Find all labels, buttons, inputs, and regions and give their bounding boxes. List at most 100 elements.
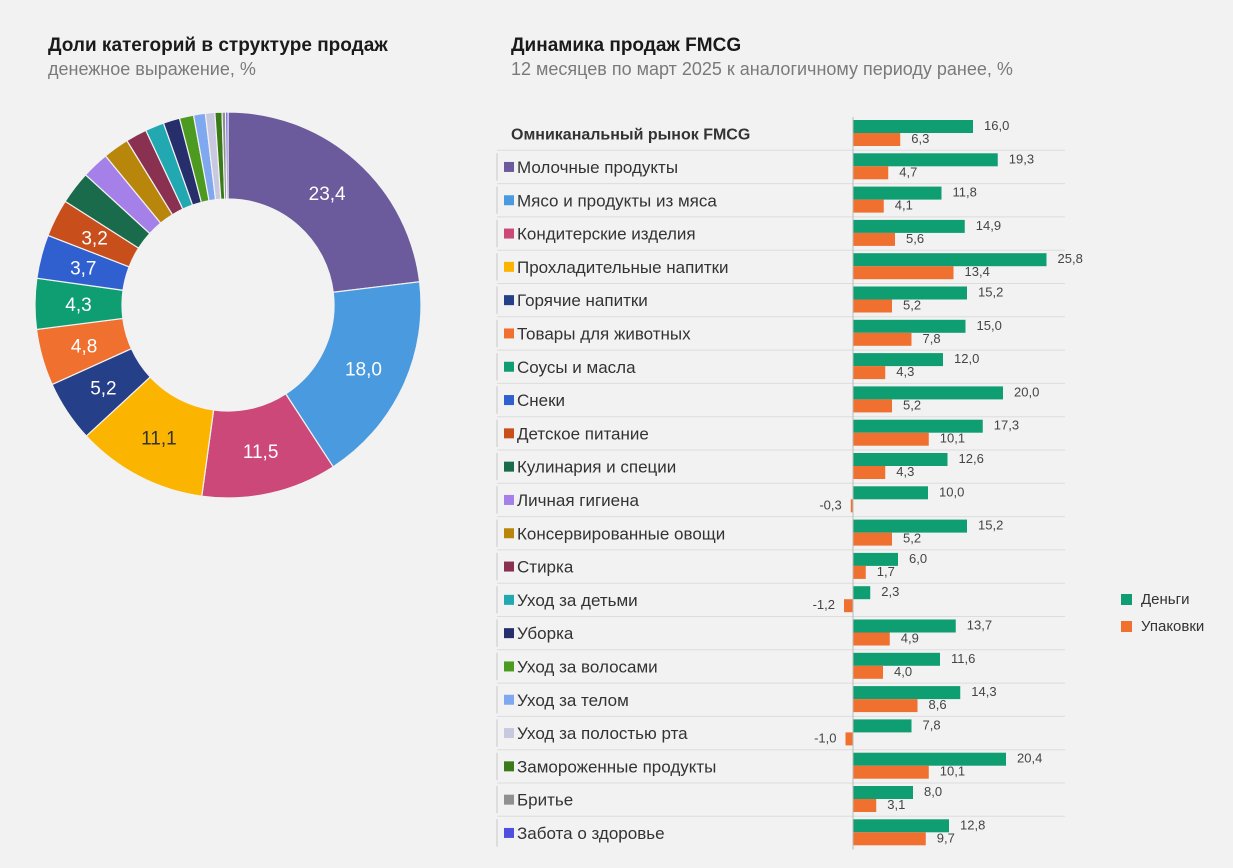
bar-label-packs: -1,2 [813, 597, 835, 612]
category-swatch [504, 395, 514, 406]
category-swatch [504, 428, 514, 439]
category-swatch [504, 195, 514, 206]
category-label: Замороженные продукты [517, 757, 716, 776]
bar-label-money: 14,9 [976, 218, 1001, 233]
bar-label-packs: 5,2 [903, 397, 921, 412]
bar-label-packs: 7,8 [923, 331, 941, 346]
bar-label-packs: 13,4 [965, 264, 990, 279]
bar-label-money: 11,6 [951, 651, 975, 666]
bar-chart-subtitle: 12 месяцев по март 2025 к аналогичному п… [511, 59, 1013, 79]
bar-label-packs: 4,3 [896, 464, 914, 479]
bar-money [853, 386, 1003, 400]
bar-packs [845, 732, 853, 746]
bar-money [853, 153, 998, 167]
bar-label-money: 11,8 [953, 185, 977, 200]
bar-label-packs: 5,2 [903, 531, 921, 546]
donut-chart-title: Доли категорий в структуре продаж [48, 35, 388, 56]
category-label: Кулинария и специи [517, 458, 676, 477]
category-swatch [504, 261, 514, 272]
category-label: Товары для животных [517, 324, 691, 343]
category-label: Мясо и продукты из мяса [517, 191, 717, 210]
category-label: Стирка [517, 558, 574, 577]
bar-packs [853, 366, 886, 380]
bar-label-money: 14,3 [971, 684, 996, 699]
bar-label-money: 20,4 [1017, 751, 1042, 766]
category-swatch [504, 728, 514, 739]
bar-label-packs: 5,2 [903, 298, 921, 313]
bar-money [853, 319, 966, 333]
category-swatch [504, 494, 514, 505]
donut-slice-2 [284, 281, 422, 468]
category-label: Уход за телом [517, 691, 629, 710]
bar-money [853, 453, 948, 466]
bar-packs [853, 765, 929, 779]
bar-label-money: 7,8 [923, 717, 941, 732]
donut-chart-subtitle: денежное выражение, % [48, 59, 256, 79]
bar-label-packs: 10,1 [940, 764, 965, 779]
category-swatch [504, 461, 514, 472]
category-label: Уход за полостью рта [517, 724, 688, 743]
bar-packs [853, 399, 892, 413]
bar-label-money: 2,3 [881, 584, 899, 599]
category-swatch [504, 794, 514, 805]
bar-money [853, 786, 913, 799]
donut-slice-label: 11,5 [243, 442, 279, 463]
bar-packs [853, 699, 918, 713]
bar-money [853, 186, 942, 200]
bar-label-packs: 1,7 [877, 564, 895, 579]
category-swatch [504, 827, 514, 838]
legend-item-packs: Упаковки [1121, 613, 1204, 640]
bar-label-money: 12,0 [954, 351, 979, 366]
donut-slice-label: 4,8 [71, 337, 97, 358]
category-label: Снеки [517, 391, 565, 410]
bar-packs [853, 832, 926, 846]
donut-slice-label: 4,3 [65, 295, 91, 316]
category-swatch [504, 161, 514, 172]
bar-money [853, 120, 973, 133]
donut-slice-label: 3,7 [70, 258, 96, 279]
bar-money [853, 652, 940, 666]
legend-swatch-packs [1121, 621, 1132, 632]
bar-packs [853, 466, 886, 479]
bar-chart-legend: Деньги Упаковки [1121, 586, 1204, 640]
bar-packs [844, 599, 853, 613]
bar-money [853, 219, 965, 233]
bar-packs [853, 632, 890, 646]
bar-packs [853, 332, 912, 346]
legend-label-money: Деньги [1141, 591, 1190, 608]
bar-money [853, 586, 871, 600]
bar-label-packs: -0,3 [819, 497, 841, 512]
bar-label-packs: 9,7 [937, 830, 955, 845]
bar-packs [853, 266, 954, 280]
category-label: Уход за волосами [517, 657, 658, 676]
category-swatch [504, 594, 514, 605]
bar-money [853, 353, 943, 367]
bar-label-money: 10,0 [939, 484, 964, 499]
donut-slice-label: 3,2 [81, 229, 107, 250]
category-label: Уход за детьми [517, 591, 638, 610]
category-label: Консервированные овощи [517, 524, 725, 543]
donut-slice-1 [227, 111, 421, 293]
bar-label-packs: -1,0 [814, 730, 836, 745]
bar-label-money: 19,3 [1009, 151, 1034, 166]
bar-label-packs: 4,0 [894, 664, 912, 679]
donut-slice-label: 11,1 [141, 429, 177, 450]
category-swatch [504, 761, 514, 772]
category-label: Личная гигиена [517, 491, 640, 510]
bar-money [853, 719, 912, 733]
legend-swatch-money [1121, 594, 1132, 605]
category-swatch [504, 528, 514, 539]
bar-money [853, 752, 1006, 766]
bar-money [853, 419, 983, 433]
category-label-total: Омниканальный рынок FMCG [511, 127, 750, 144]
category-swatch [504, 228, 514, 239]
bar-packs [853, 166, 889, 180]
bar-money [853, 819, 949, 833]
bar-label-money: 16,0 [984, 118, 1009, 133]
bar-money [853, 519, 967, 533]
category-swatch [504, 361, 514, 372]
category-label: Соусы и масла [517, 358, 636, 377]
donut-slice-label: 5,2 [90, 379, 116, 400]
bar-label-money: 25,8 [1058, 251, 1083, 266]
bar-label-money: 8,0 [924, 784, 942, 799]
